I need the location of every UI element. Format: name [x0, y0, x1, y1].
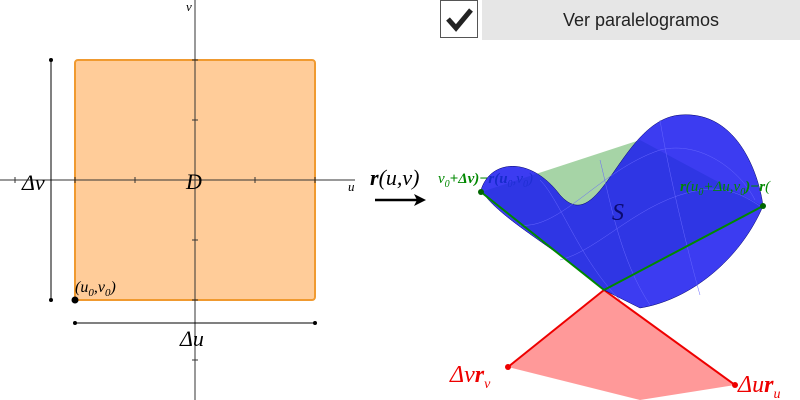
dot [732, 382, 738, 388]
delta-label: Δv [21, 170, 45, 195]
dot [313, 321, 317, 325]
dot [505, 364, 511, 370]
arrowhead [414, 194, 426, 206]
axis-label: v [186, 0, 192, 14]
vector-label: r(u0+Δu,v0)−r( [680, 179, 771, 198]
edge [480, 191, 605, 291]
edge [603, 289, 736, 386]
mapping-label: r(u,v) [370, 165, 419, 190]
checkbox-label[interactable]: Ver paralelogramos [482, 0, 800, 40]
check-mark [446, 8, 473, 32]
dot [49, 298, 53, 302]
checkbox-control[interactable]: Ver paralelogramos [440, 0, 800, 40]
checkbox[interactable] [440, 0, 478, 38]
vector-label: Δuru [737, 372, 780, 400]
ticks [14, 59, 316, 361]
red-parallelogram [508, 290, 735, 400]
dot [478, 189, 484, 195]
edge [603, 205, 764, 291]
dot [73, 321, 77, 325]
point [71, 296, 79, 304]
surface-label: S [612, 200, 624, 226]
delta-label: Δu [179, 326, 204, 351]
vector-label: Δvrv [449, 362, 491, 392]
mesh [519, 119, 761, 306]
dot [760, 203, 766, 209]
point-label: (u0,v0) [75, 279, 116, 299]
dot [49, 58, 53, 62]
axis-label: u [348, 179, 355, 194]
edge [507, 289, 605, 368]
region-label: D [185, 169, 202, 194]
